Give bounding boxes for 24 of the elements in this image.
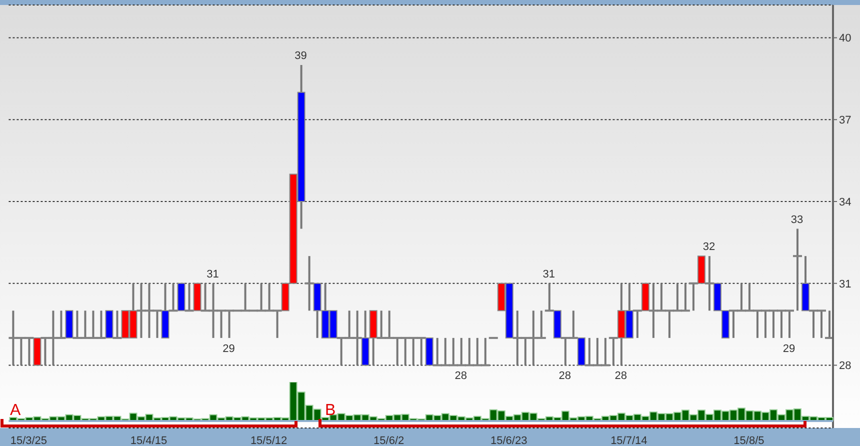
annotation: 28 — [614, 370, 628, 382]
annotation: 29 — [222, 342, 235, 355]
annotation: 32 — [702, 241, 716, 254]
annotation: B — [325, 402, 336, 419]
annotation: A — [10, 402, 21, 419]
annotation: 31 — [542, 268, 556, 280]
annotation: 39 — [294, 50, 307, 62]
y-tick-label: 28 — [839, 360, 852, 372]
y-tick-label: 31 — [839, 278, 852, 290]
x-tick-label: 15/6/2 — [374, 434, 404, 446]
x-tick-label: 15/5/12 — [250, 434, 288, 446]
y-tick-label: 37 — [839, 114, 852, 127]
annotation: 33 — [790, 214, 804, 226]
y-tick-label: 40 — [839, 32, 852, 45]
x-tick-label: 15/3/25 — [10, 434, 48, 446]
annotation: 31 — [206, 268, 219, 280]
annotation: 28 — [454, 370, 467, 382]
x-tick-label: 15/8/5 — [734, 434, 764, 446]
y-tick-label: 34 — [839, 196, 852, 208]
annotation: 29 — [782, 342, 796, 355]
x-tick-label: 15/7/14 — [610, 434, 648, 446]
x-tick-label: 15/6/23 — [490, 434, 528, 446]
annotation: 28 — [558, 370, 572, 382]
x-tick-label: 15/4/15 — [130, 434, 168, 446]
